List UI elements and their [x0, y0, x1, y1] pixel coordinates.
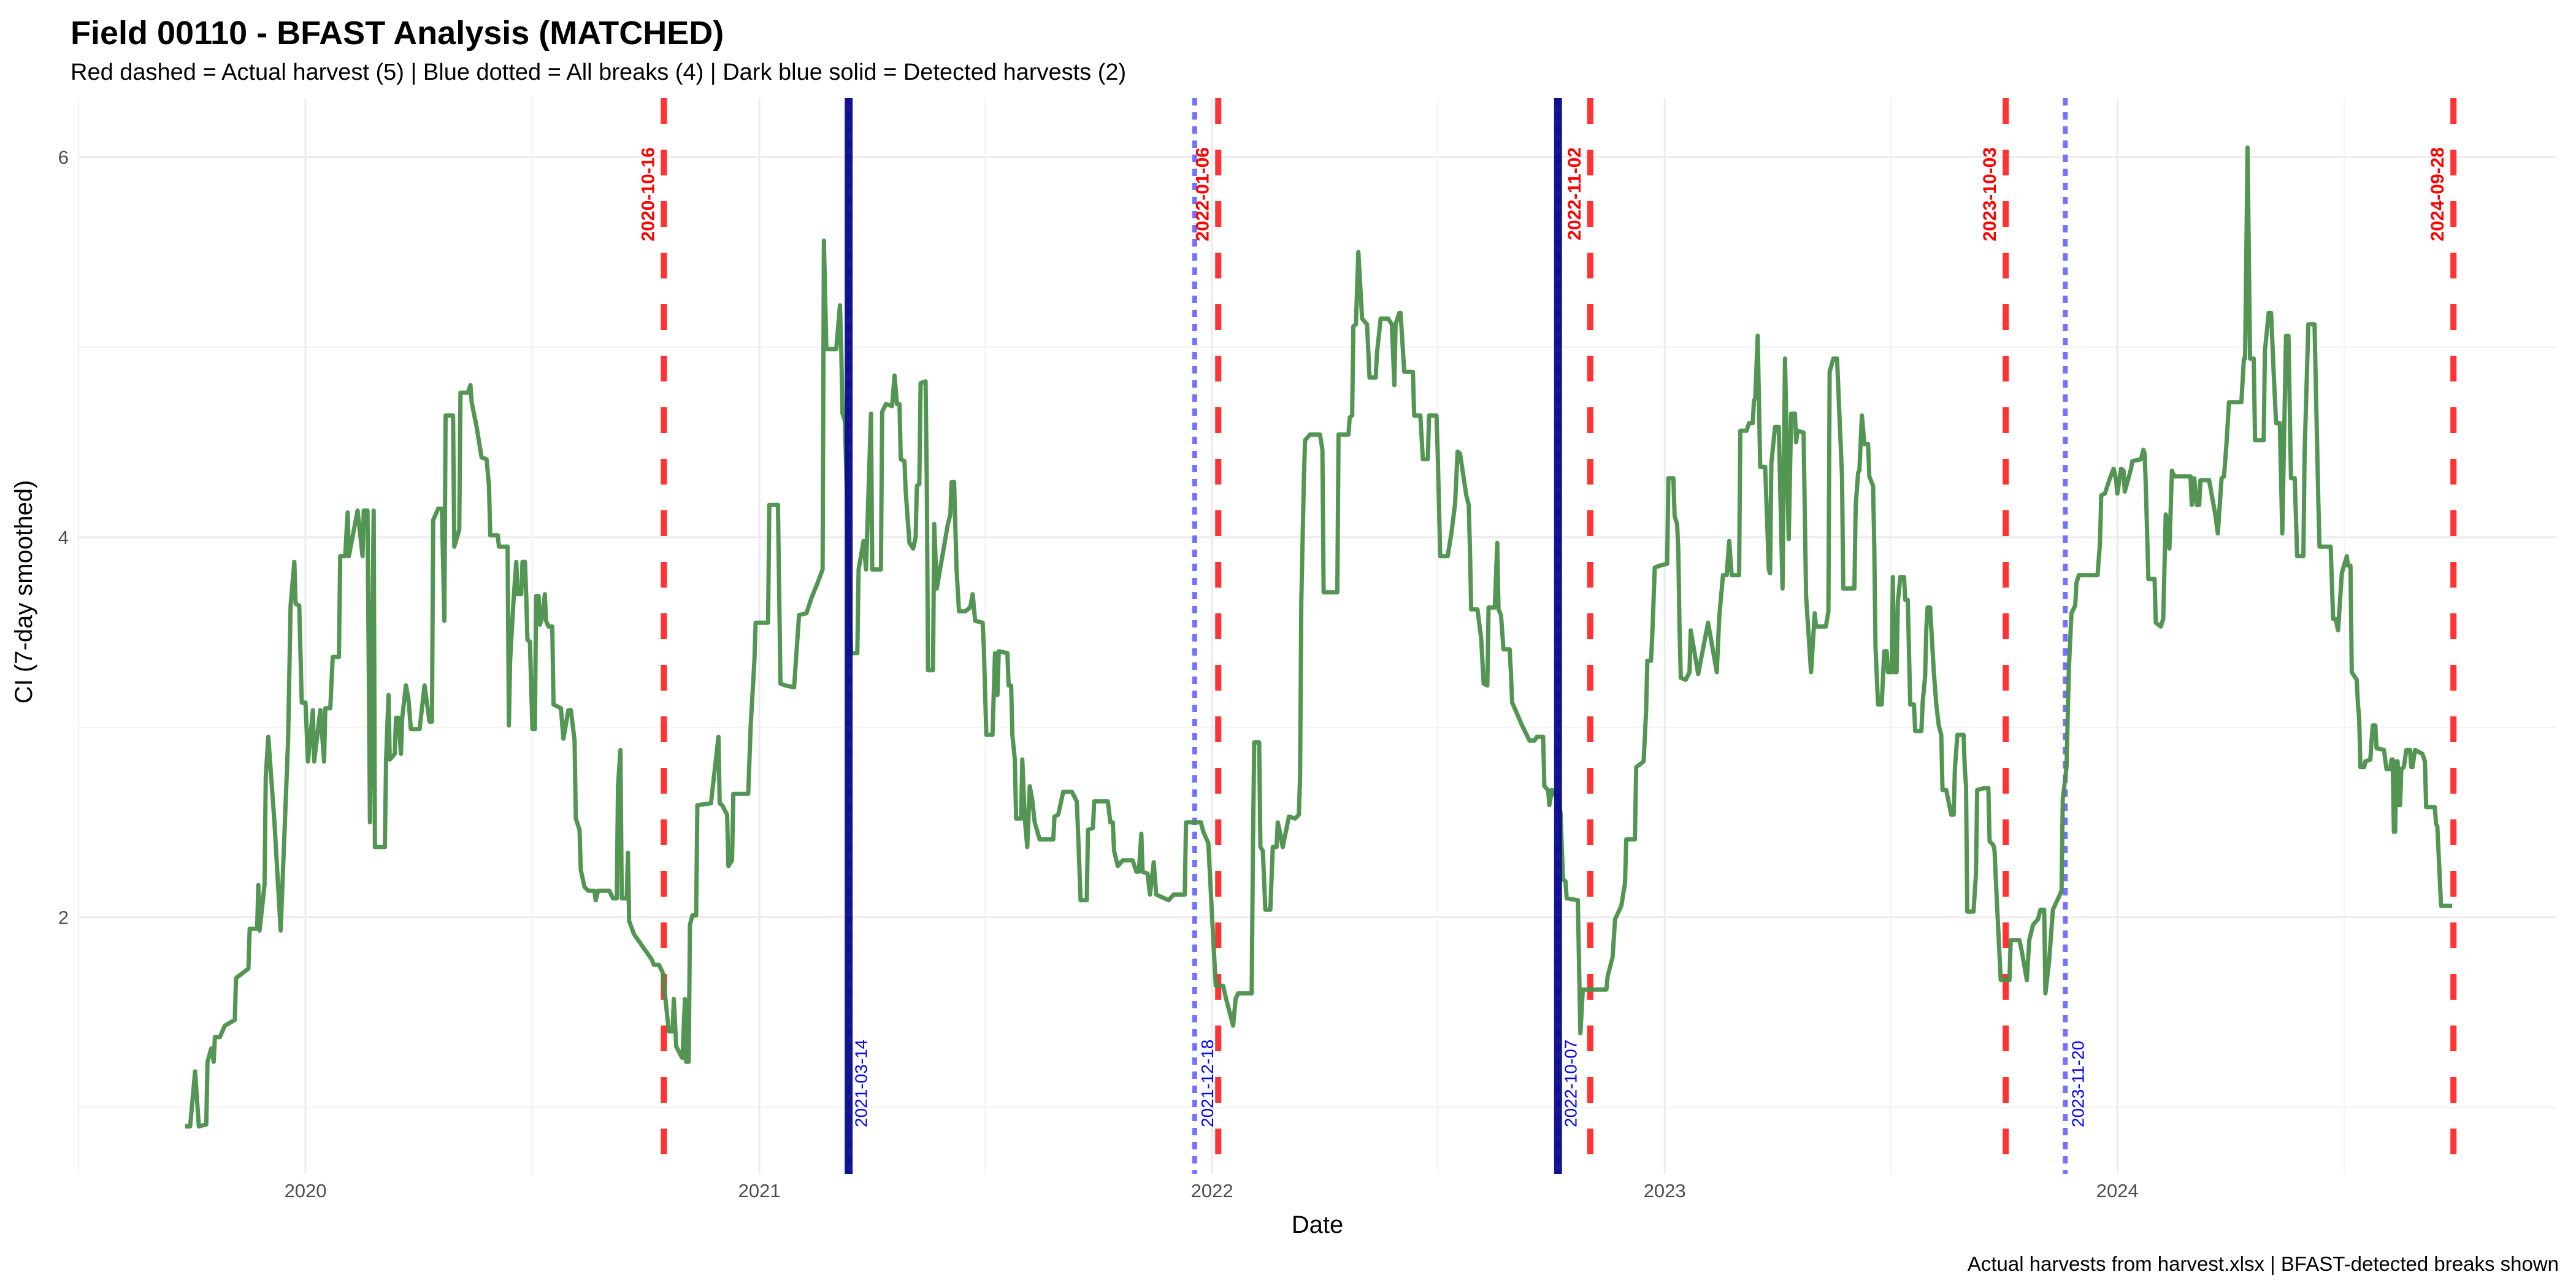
- x-axis-title: Date: [1292, 1211, 1344, 1238]
- actual-harvest-label: 2024-09-28: [2428, 147, 2448, 241]
- break-label: 2022-10-07: [1561, 1040, 1580, 1127]
- ci-series-line: [185, 145, 2453, 1129]
- event-lines-front: [845, 98, 1562, 1174]
- break-label: 2021-03-14: [852, 1040, 871, 1127]
- event-labels: 2020-10-16 2022-01-06 2022-11-02 2023-10-03…: [638, 147, 2448, 1127]
- chart-caption: Actual harvests from harvest.xlsx | BFAS…: [1968, 1252, 2559, 1275]
- x-tick-label: 2024: [2096, 1180, 2139, 1202]
- x-axis-ticks: 2020 2021 2022 2023 2024: [285, 1180, 2139, 1202]
- break-label: 2021-12-18: [1198, 1040, 1217, 1127]
- x-tick-label: 2022: [1191, 1180, 1233, 1202]
- actual-harvest-label: 2023-10-03: [1980, 147, 2000, 241]
- grid: [77, 98, 2556, 1174]
- y-tick-label: 6: [58, 147, 69, 168]
- break-label: 2023-11-20: [2068, 1041, 2087, 1127]
- x-tick-label: 2020: [285, 1180, 327, 1202]
- actual-harvest-label: 2022-01-06: [1192, 147, 1213, 241]
- y-tick-label: 2: [58, 907, 69, 929]
- y-axis-title: CI (7-day smoothed): [10, 480, 37, 704]
- chart-title: Field 00110 - BFAST Analysis (MATCHED): [71, 15, 724, 52]
- chart-subtitle: Red dashed = Actual harvest (5) | Blue d…: [71, 59, 1126, 85]
- x-tick-label: 2021: [738, 1180, 781, 1202]
- y-axis-ticks: 2 4 6: [58, 147, 69, 929]
- actual-harvest-label: 2020-10-16: [638, 147, 658, 241]
- y-tick-label: 4: [58, 527, 69, 548]
- actual-harvest-label: 2022-11-02: [1565, 147, 1585, 240]
- x-tick-label: 2023: [1644, 1180, 1686, 1202]
